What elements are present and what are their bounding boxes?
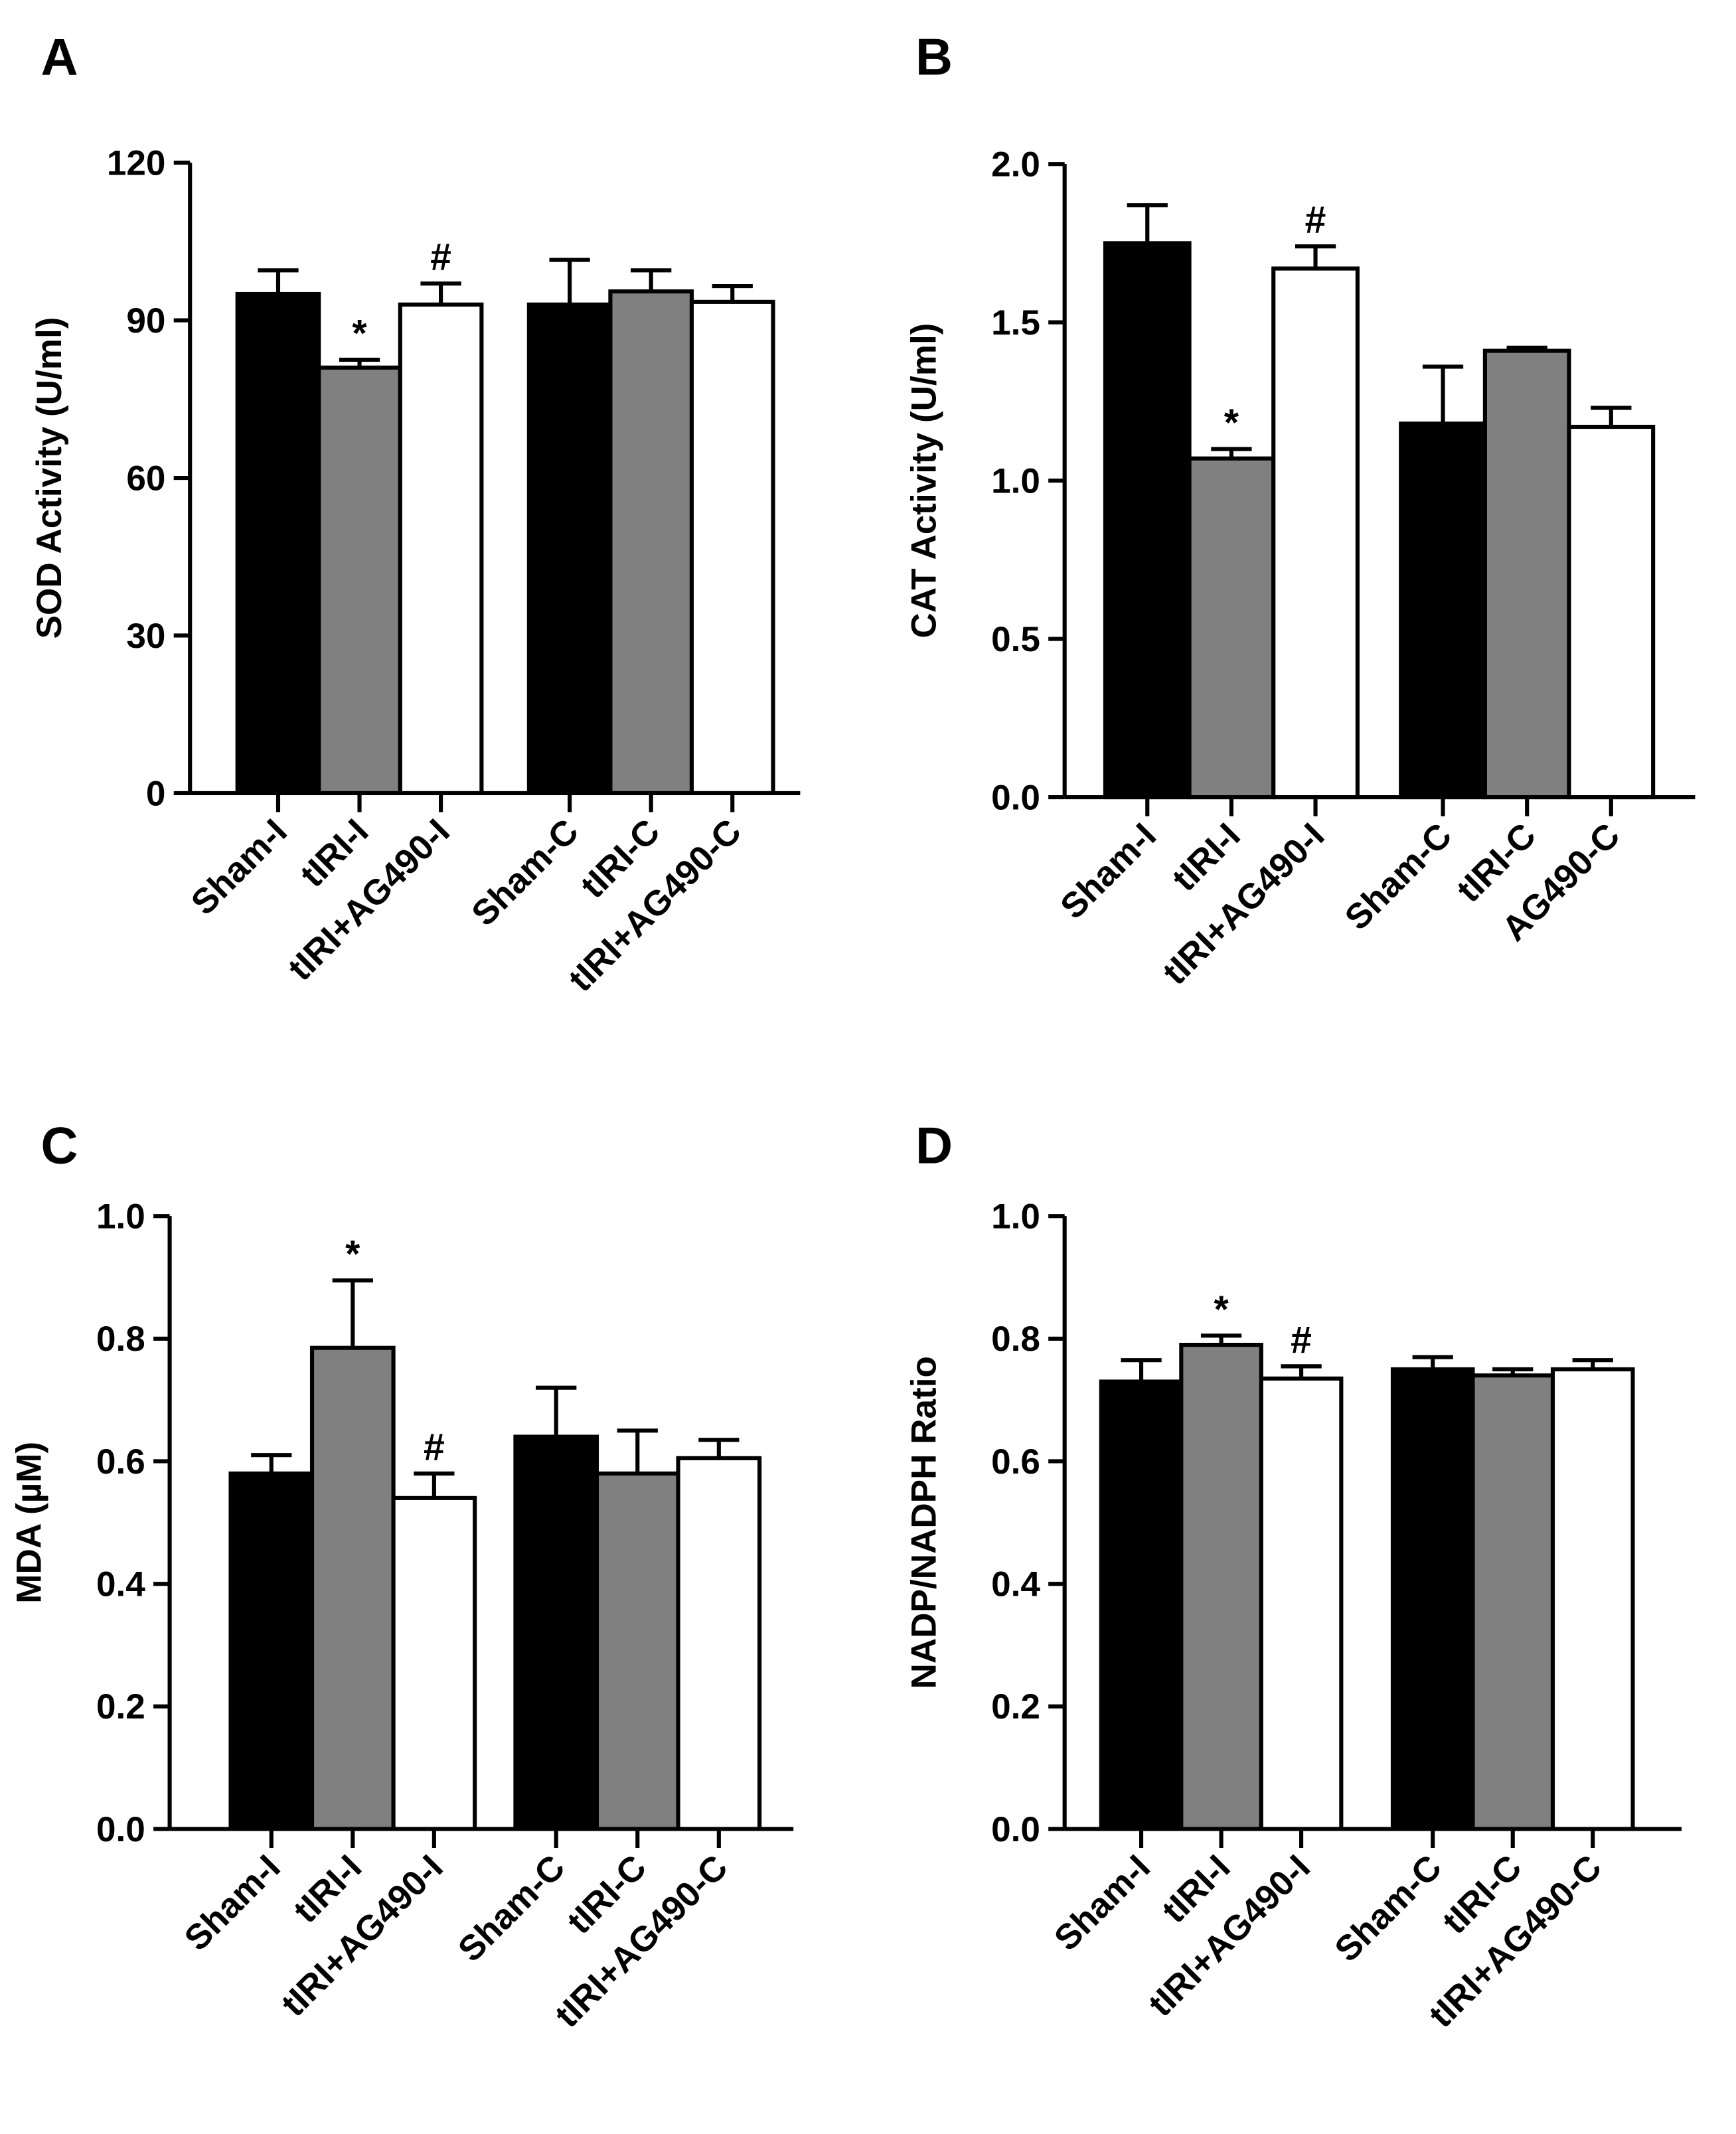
bar xyxy=(689,299,775,795)
x-tick-label: Sham-I xyxy=(184,812,295,923)
significance-mark: * xyxy=(1224,402,1239,444)
x-tick-label: Sham-C xyxy=(451,1847,573,1969)
y-tick-label: 1.0 xyxy=(991,1197,1040,1237)
panel-label: C xyxy=(41,1118,78,1175)
y-tick-label: 0 xyxy=(146,774,166,813)
significance-mark: # xyxy=(1291,1319,1312,1361)
bar xyxy=(1550,1367,1635,1831)
bar xyxy=(1179,1342,1263,1831)
y-axis-label: MDA (µM) xyxy=(10,1442,49,1604)
y-tick-label: 0.6 xyxy=(991,1442,1040,1482)
bar xyxy=(317,365,402,795)
y-tick-label: 0.0 xyxy=(991,778,1040,817)
bar xyxy=(1103,241,1192,800)
panel-label: A xyxy=(41,29,78,86)
bar xyxy=(1271,266,1360,800)
significance-mark: * xyxy=(1214,1288,1229,1331)
bar xyxy=(235,291,321,795)
bar xyxy=(594,1471,680,1831)
bar xyxy=(1567,424,1656,800)
significance-mark: # xyxy=(424,1426,445,1469)
y-tick-label: 0.4 xyxy=(96,1565,145,1604)
bar xyxy=(1187,456,1276,800)
y-tick-label: 0.0 xyxy=(96,1810,145,1849)
y-tick-label: 120 xyxy=(107,143,166,183)
bar xyxy=(1399,421,1487,800)
bar xyxy=(1259,1376,1344,1831)
y-axis-label: NADP/NADPH Ratio xyxy=(905,1356,944,1689)
x-tick-label: Sham-I xyxy=(1047,1847,1158,1958)
bar xyxy=(398,302,484,795)
y-tick-label: 1.0 xyxy=(991,461,1040,500)
bar xyxy=(513,1434,599,1831)
x-tick-label: Sham-I xyxy=(1053,816,1164,927)
significance-mark: # xyxy=(1305,199,1326,242)
panel-label: D xyxy=(915,1118,953,1175)
y-axis-label: CAT Activity (U/ml) xyxy=(905,323,944,639)
x-tick-label: Sham-C xyxy=(1338,816,1460,938)
x-tick-label: Sham-C xyxy=(464,812,586,934)
bar xyxy=(608,289,694,795)
y-tick-label: 0.4 xyxy=(991,1565,1040,1604)
x-tick-label: Sham-C xyxy=(1327,1847,1449,1969)
y-tick-label: 1.5 xyxy=(991,303,1040,343)
panel-label: B xyxy=(915,29,953,86)
y-tick-label: 30 xyxy=(126,617,165,656)
y-tick-label: 60 xyxy=(126,459,165,498)
bar xyxy=(1099,1379,1184,1831)
significance-mark: * xyxy=(352,312,367,354)
y-axis-label: SOD Activity (U/ml) xyxy=(30,317,69,639)
bar xyxy=(228,1471,315,1831)
bar xyxy=(676,1456,762,1831)
y-tick-label: 0.5 xyxy=(991,620,1040,659)
y-tick-label: 90 xyxy=(126,301,165,341)
y-tick-label: 0.0 xyxy=(991,1810,1040,1849)
x-tick-label: Sham-I xyxy=(177,1847,288,1958)
bar xyxy=(526,302,613,795)
y-tick-label: 0.6 xyxy=(96,1442,145,1482)
y-tick-label: 1.0 xyxy=(96,1197,145,1237)
bar xyxy=(1482,348,1571,800)
bar xyxy=(1470,1373,1555,1831)
bar xyxy=(309,1345,396,1831)
significance-mark: * xyxy=(345,1233,360,1276)
y-tick-label: 0.2 xyxy=(991,1687,1040,1726)
y-tick-label: 2.0 xyxy=(991,145,1040,185)
significance-mark: # xyxy=(430,236,451,279)
y-tick-label: 0.2 xyxy=(96,1687,145,1726)
bar xyxy=(391,1495,477,1831)
y-tick-label: 0.8 xyxy=(96,1320,145,1359)
y-tick-label: 0.8 xyxy=(991,1320,1040,1359)
bar xyxy=(1390,1367,1475,1831)
